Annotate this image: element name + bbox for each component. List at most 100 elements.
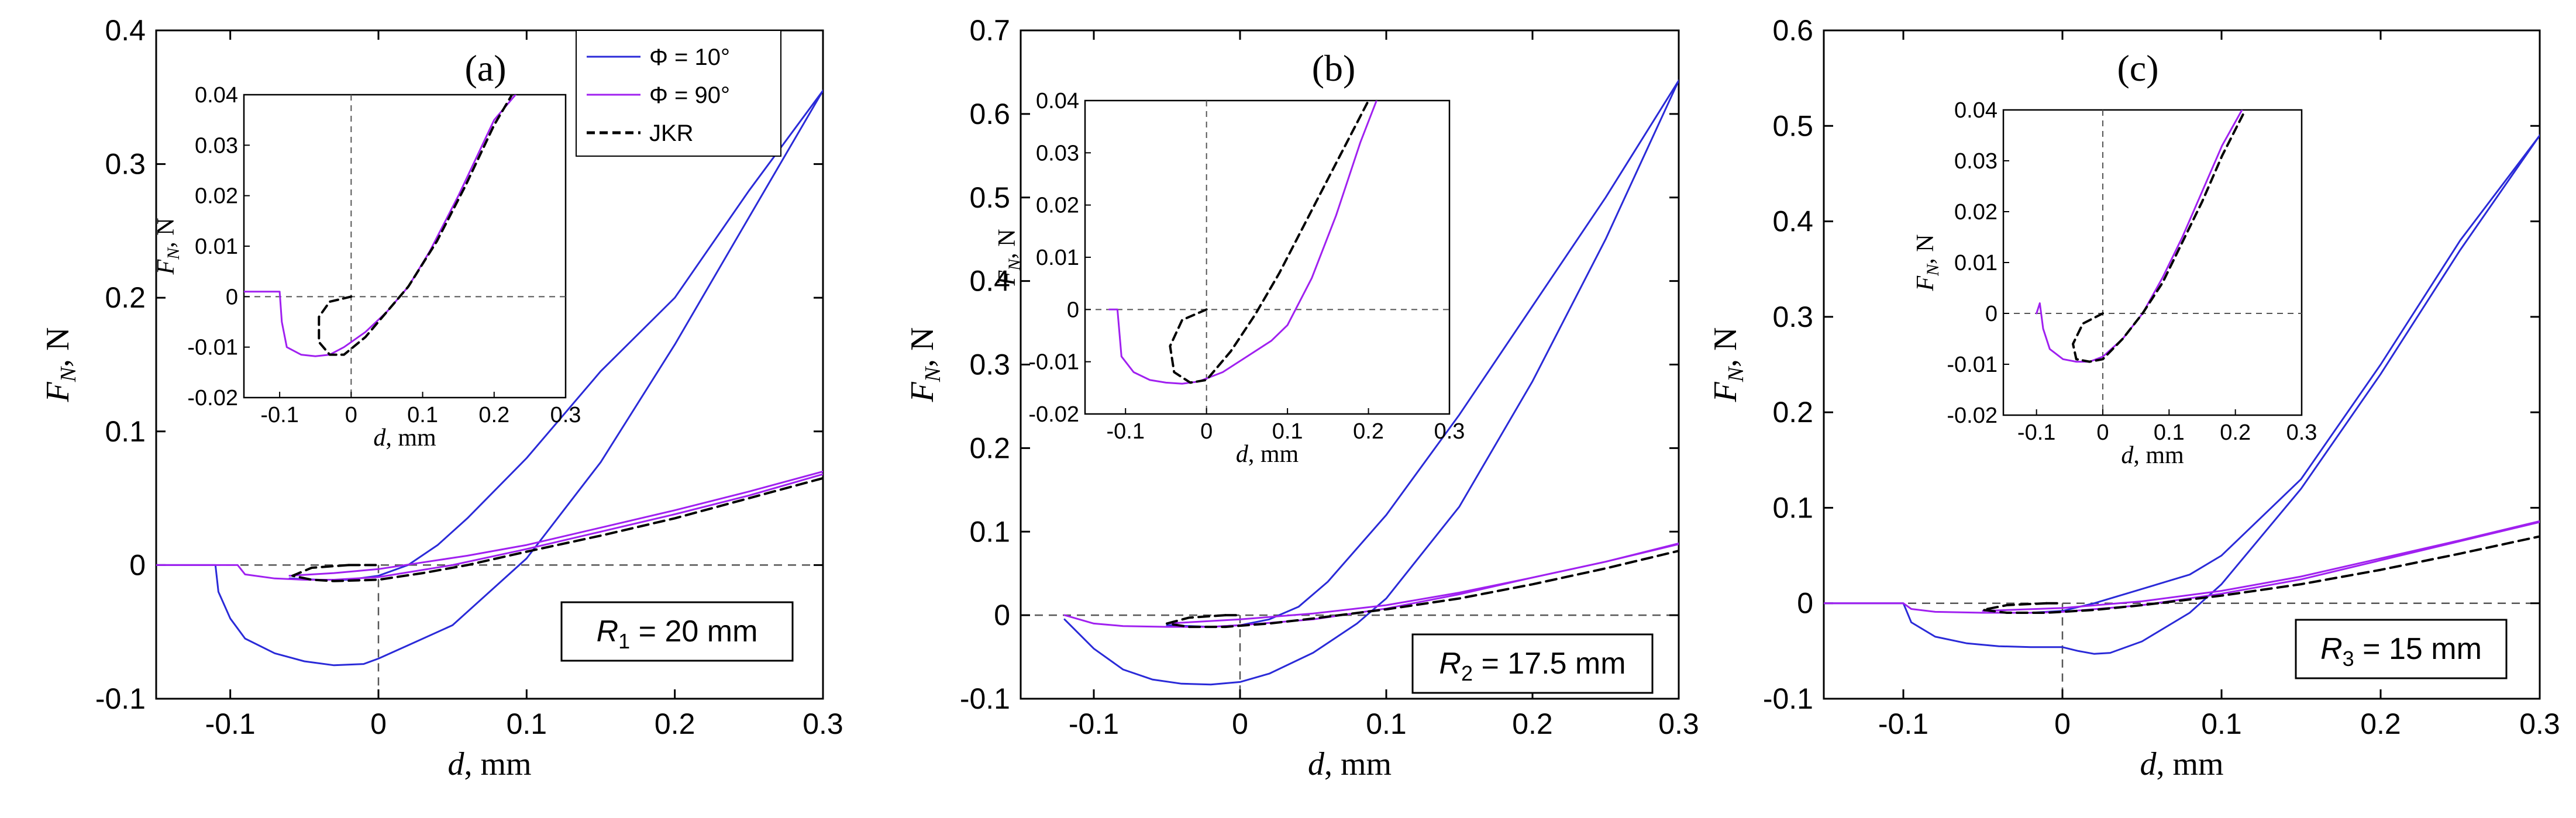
y-tick-label: 0.5 bbox=[1772, 109, 1813, 142]
inset-y-tick-label: -0.02 bbox=[187, 386, 238, 410]
plot-frame bbox=[1823, 29, 2541, 700]
radius-label-box bbox=[2295, 619, 2508, 679]
radius-label: R3 = 15 mm bbox=[2320, 632, 2482, 671]
inset-y-axis-label: FN, N bbox=[153, 218, 183, 275]
chart-panel-3: -0.1 0 0.1 0.2 0.3-0.100.10.20.30.40.50.6d, … bbox=[1707, 14, 2560, 782]
inset-series-line-2 bbox=[1169, 101, 1370, 384]
radius-subscript: 3 bbox=[2343, 647, 2354, 671]
y-tick-label: 0.3 bbox=[1772, 301, 1813, 333]
inset-x-tick-label: 0.2 bbox=[478, 403, 509, 427]
y-tick-label: 0 bbox=[1797, 587, 1813, 620]
inset-y-tick-label: 0.04 bbox=[1954, 98, 1998, 123]
inset-y-tick-label: -0.01 bbox=[1947, 353, 1998, 377]
inset-y-tick-label: 0.02 bbox=[1954, 200, 1998, 225]
y-axis-label-symbol: F bbox=[1707, 382, 1744, 403]
inset-chart: -0.1 0 0.1 0.2 0.3 -0.02 -0.01 0 0.01 0.02 0.03 0.0… bbox=[994, 89, 1465, 468]
y-tick-label: 0 bbox=[994, 599, 1010, 631]
inset-series-group bbox=[1108, 101, 1377, 385]
inset-x-tick-label: 0.2 bbox=[1353, 419, 1384, 444]
inset-x-axis-label-symbol: d bbox=[1236, 441, 1249, 468]
series-line-5 bbox=[1982, 535, 2540, 614]
x-tick-label: 0.1 bbox=[2201, 707, 2242, 740]
y-tick-label: 0.2 bbox=[969, 432, 1010, 464]
y-tick-label: 0.3 bbox=[969, 348, 1010, 381]
inset-y-tick-label: 0.01 bbox=[1036, 246, 1079, 270]
legend-label-1: Φ = 10° bbox=[649, 44, 730, 70]
y-tick-label: 0.6 bbox=[969, 98, 1010, 130]
y-axis-label-subscript: N bbox=[56, 365, 81, 382]
x-tick-label: -0.1 bbox=[205, 707, 256, 740]
inset-y-tick-label: 0 bbox=[1985, 302, 1998, 326]
x-axis-label-symbol: d bbox=[447, 746, 464, 782]
series-line-1 bbox=[1824, 134, 2540, 655]
x-tick-label: 0 bbox=[2054, 707, 2071, 740]
chart-panel-1: -0.1 0 0.1 0.2 0.3-0.100.10.20.30.4d, mmFN, … bbox=[40, 14, 843, 782]
radius-value: = 15 mm bbox=[2354, 632, 2482, 666]
inset-x-tick-label: 0.2 bbox=[2220, 420, 2251, 445]
radius-symbol: R bbox=[2320, 632, 2343, 666]
inset-x-tick-label: 0.3 bbox=[550, 403, 581, 427]
inset-y-tick-label: 0.02 bbox=[195, 184, 238, 209]
x-axis-label-unit: , mm bbox=[464, 746, 531, 782]
inset-x-tick-label: 0.1 bbox=[1272, 419, 1303, 444]
y-axis-label-unit: , N bbox=[1707, 327, 1744, 367]
legend-label-2: Φ = 90° bbox=[649, 82, 730, 108]
x-tick-label: -0.1 bbox=[1069, 707, 1119, 740]
panel-label: (b) bbox=[1312, 47, 1356, 89]
inset-y-tick-label: 0.04 bbox=[195, 83, 238, 108]
radius-value: = 17.5 mm bbox=[1473, 647, 1626, 681]
inset-y-axis-label-subscript: N bbox=[164, 247, 183, 260]
x-axis-label: d, mm bbox=[1308, 746, 1392, 782]
inset-x-tick-label: -0.1 bbox=[2017, 420, 2055, 445]
x-tick-label: 0.2 bbox=[2360, 707, 2401, 740]
series-line-3 bbox=[156, 473, 823, 581]
y-tick-label: 0.4 bbox=[969, 265, 1010, 298]
inset-chart: -0.1 0 0.1 0.2 0.3 -0.02 -0.01 0 0.01 0.02 0.03 0.0… bbox=[153, 83, 581, 451]
inset-series-group bbox=[2036, 110, 2247, 363]
y-tick-label: 0.7 bbox=[969, 14, 1010, 47]
inset-series-line-2 bbox=[318, 95, 514, 356]
chart-panel-2: -0.1 0 0.1 0.2 0.3 -0.1 0 0.1 0.2 0.3 0.4 0.5 0.6 0.7… bbox=[904, 14, 1699, 782]
inset-x-axis-label-unit: , mm bbox=[2133, 442, 2184, 469]
y-axis-label-subscript: N bbox=[921, 365, 945, 382]
series-line-1 bbox=[1063, 80, 1679, 686]
inset-y-axis-label-unit: , N bbox=[153, 218, 180, 247]
y-tick-label: -0.1 bbox=[95, 682, 146, 715]
inset-y-tick-label: -0.02 bbox=[1028, 402, 1079, 427]
panel-label: (a) bbox=[464, 47, 506, 89]
inset-x-axis-label-unit: , mm bbox=[1248, 441, 1299, 468]
inset-y-tick-label: 0.01 bbox=[1954, 251, 1998, 275]
inset-y-axis-label: FN, N bbox=[994, 229, 1024, 286]
x-tick-label: 0.3 bbox=[1658, 707, 1699, 740]
inset-x-tick-label: 0.1 bbox=[2154, 420, 2185, 445]
series-line-4 bbox=[1166, 543, 1679, 624]
inset-series-line-1 bbox=[244, 95, 516, 357]
x-axis-label-symbol: d bbox=[1308, 746, 1325, 782]
y-tick-label: 0.4 bbox=[105, 14, 146, 47]
y-axis-label-unit: , N bbox=[40, 327, 76, 367]
panel-label: (c) bbox=[2117, 47, 2158, 89]
inset-y-axis-label: FN, N bbox=[1912, 234, 1943, 291]
inset-x-axis-label: d, mm bbox=[1236, 441, 1299, 468]
inset-frame bbox=[243, 94, 567, 399]
y-axis-label: FN, N bbox=[40, 327, 81, 402]
y-tick-label: 0.1 bbox=[969, 515, 1010, 548]
inset-x-axis-label-unit: , mm bbox=[385, 424, 436, 451]
legend-box bbox=[576, 30, 781, 157]
series-group bbox=[156, 89, 823, 667]
y-axis-label-symbol: F bbox=[40, 382, 76, 403]
y-axis-label: FN, N bbox=[1707, 327, 1748, 402]
y-tick-label: 0.5 bbox=[969, 181, 1010, 214]
series-line-3 bbox=[1824, 521, 2540, 614]
series-line-1 bbox=[156, 89, 823, 667]
inset-x-tick-label: -0.1 bbox=[260, 403, 298, 427]
radius-subscript: 2 bbox=[1461, 661, 1473, 685]
x-tick-label: 0 bbox=[1232, 707, 1248, 740]
inset-y-axis-label-symbol: F bbox=[1912, 276, 1939, 292]
inset-y-axis-label-subscript: N bbox=[1923, 263, 1943, 277]
y-axis-label-subscript: N bbox=[1724, 365, 1748, 382]
series-group bbox=[1063, 80, 1679, 686]
y-tick-label: -0.1 bbox=[1763, 682, 1813, 715]
radius-label: R2 = 17.5 mm bbox=[1439, 647, 1626, 685]
